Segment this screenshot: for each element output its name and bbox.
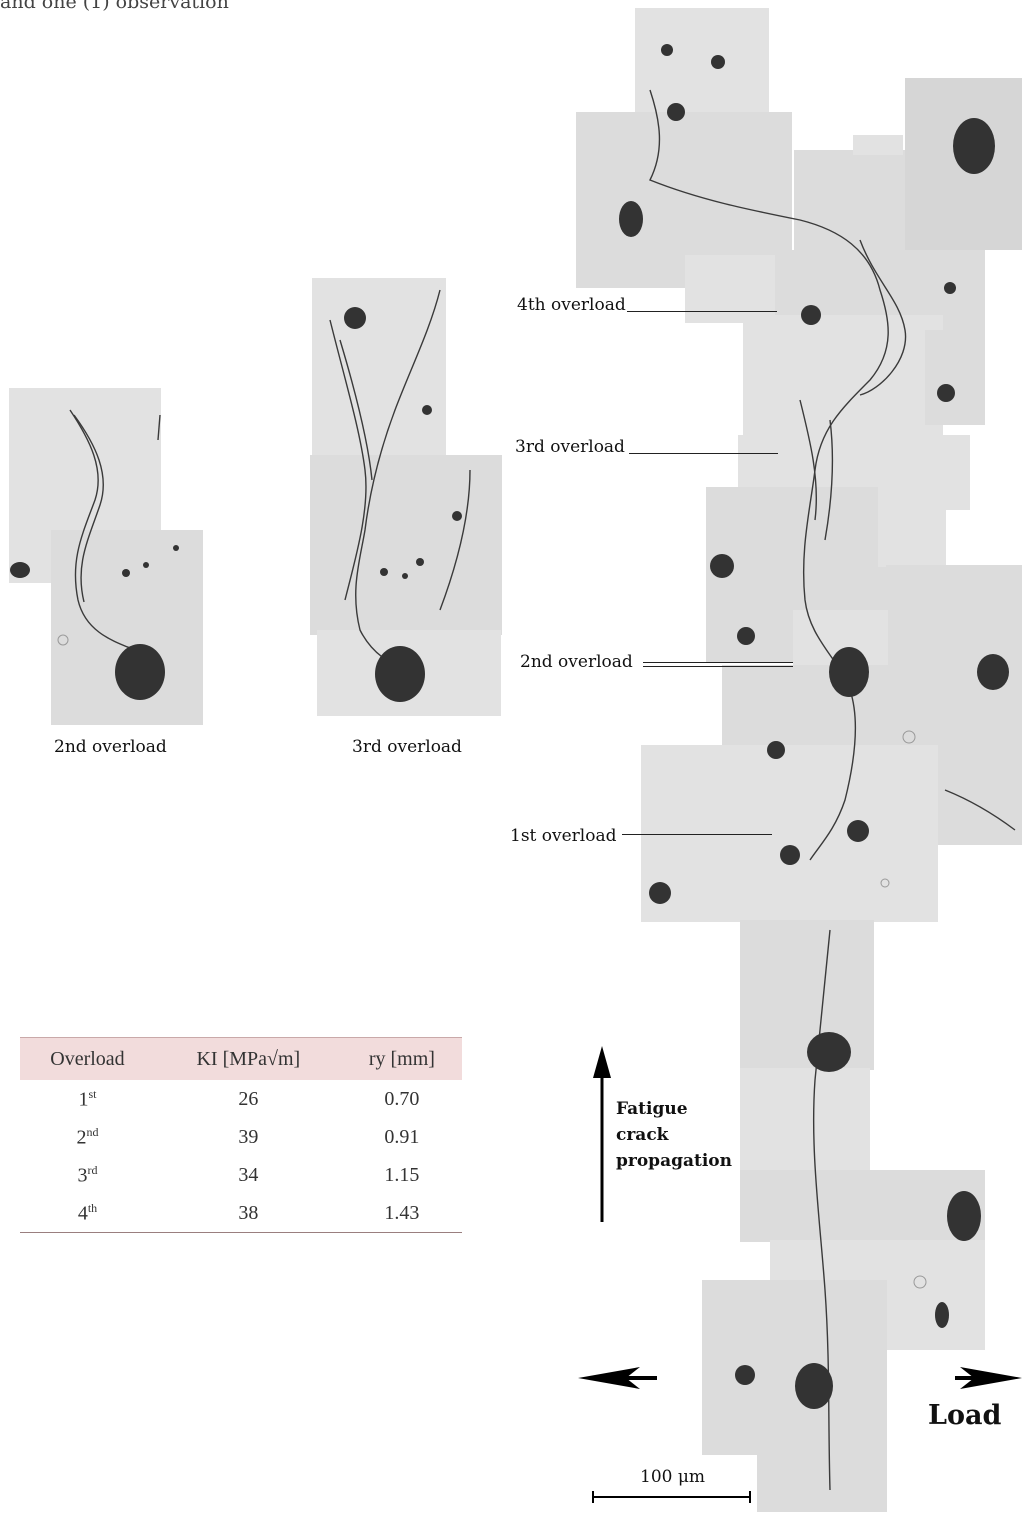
header-ki: KI [MPa√m] (154, 1037, 342, 1080)
cell-overload: 1st (78, 1086, 97, 1111)
propagation-arrow (593, 1046, 611, 1222)
table-row: 4th 38 1.43 (20, 1194, 462, 1233)
leader-2nd-overload (643, 662, 793, 663)
label-1st-overload: 1st overload (510, 826, 617, 846)
table-row: 1st 26 0.70 (20, 1080, 462, 1118)
load-arrows (578, 1367, 1022, 1389)
cell-ry: 0.70 (384, 1087, 420, 1110)
cell-ki: 39 (238, 1125, 259, 1148)
cell-ki: 26 (238, 1087, 259, 1110)
label-4th-overload: 4th overload (517, 295, 626, 315)
table-header-row: Overload KI [MPa√m] ry [mm] (20, 1037, 462, 1080)
leader-2nd-overload-b (643, 666, 793, 667)
header-partial-text: and one (1) observation (0, 0, 229, 13)
label-3rd-overload: 3rd overload (515, 437, 625, 457)
table-row: 3rd 34 1.15 (20, 1156, 462, 1194)
overload-table: Overload KI [MPa√m] ry [mm] 1st 26 0.70 … (20, 1037, 462, 1233)
cell-ry: 1.15 (384, 1163, 420, 1186)
header-ry: ry [mm] (341, 1037, 462, 1080)
cell-ry: 0.91 (384, 1125, 420, 1148)
cell-overload: 2nd (76, 1124, 99, 1149)
cell-overload: 3rd (77, 1162, 98, 1187)
caption-3rd-overload: 3rd overload (352, 737, 462, 757)
cell-ki: 34 (238, 1163, 259, 1186)
table-row: 2nd 39 0.91 (20, 1118, 462, 1156)
scale-bar (592, 1491, 751, 1503)
propagation-line-1: Fatigue (616, 1099, 688, 1119)
cell-ry: 1.43 (341, 1194, 462, 1233)
propagation-line-3: propagation (616, 1151, 732, 1171)
load-label: Load (928, 1400, 1002, 1431)
propagation-label: Fatigue crack propagation (616, 1096, 732, 1174)
cell-ki: 38 (154, 1194, 342, 1233)
leader-1st-overload (622, 834, 772, 835)
propagation-line-2: crack (616, 1125, 669, 1145)
header-overload: Overload (20, 1037, 155, 1080)
leader-4th-overload (627, 311, 777, 312)
scale-bar-label: 100 μm (640, 1467, 706, 1487)
cell-overload: 4th (20, 1194, 155, 1233)
leader-3rd-overload (629, 453, 778, 454)
caption-2nd-overload: 2nd overload (54, 737, 167, 757)
label-2nd-overload: 2nd overload (520, 652, 633, 672)
